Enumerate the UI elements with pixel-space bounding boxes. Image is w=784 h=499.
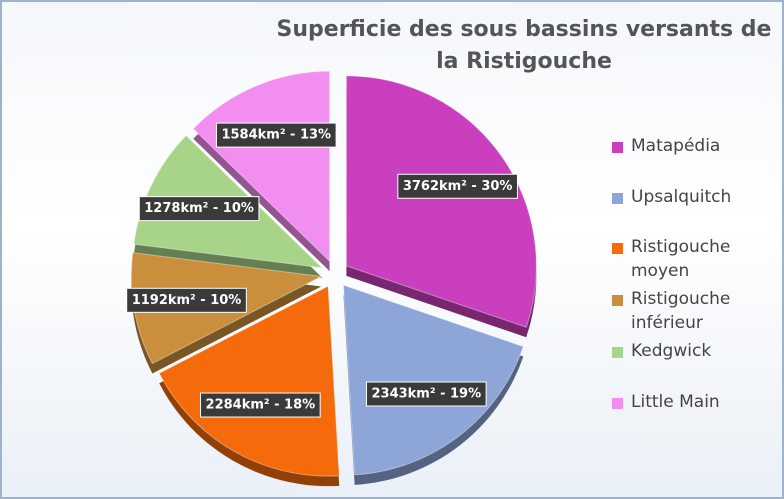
data-label-box [138, 196, 260, 222]
data-label: 2343km² - 19% [371, 387, 481, 402]
legend-label: Matapédia [631, 136, 721, 156]
chart-title: Superficie des sous bassins versants de … [276, 17, 772, 74]
data-label-box [397, 173, 518, 199]
legend-swatch [612, 193, 623, 204]
slice [342, 284, 524, 476]
data-label-box [200, 392, 321, 418]
slice [192, 70, 331, 263]
data-label: 3762km² - 30% [403, 179, 513, 194]
data-label: 1278km² - 10% [144, 201, 254, 216]
legend-swatch [612, 243, 623, 254]
data-label-box [215, 122, 337, 148]
legend-label: Ristigouche inférieur [631, 289, 731, 333]
legend-swatch [612, 142, 623, 153]
legend-label: Kedgwick [631, 341, 712, 361]
legend-swatch [612, 347, 623, 358]
data-label-box [126, 287, 247, 313]
data-label-box [365, 381, 487, 407]
data-label: 1584km² - 13% [221, 128, 331, 143]
data-label: 2284km² - 18% [206, 398, 316, 413]
legend-label: Upsalquitch [631, 187, 732, 207]
legend-label: Ristigouche moyen [631, 237, 731, 281]
slice [158, 285, 340, 477]
legend-swatch [612, 398, 623, 409]
legend-label: Little Main [631, 392, 720, 412]
slice [345, 75, 537, 328]
legend-swatch [612, 295, 623, 306]
data-label: 1192km² - 10% [132, 293, 242, 308]
